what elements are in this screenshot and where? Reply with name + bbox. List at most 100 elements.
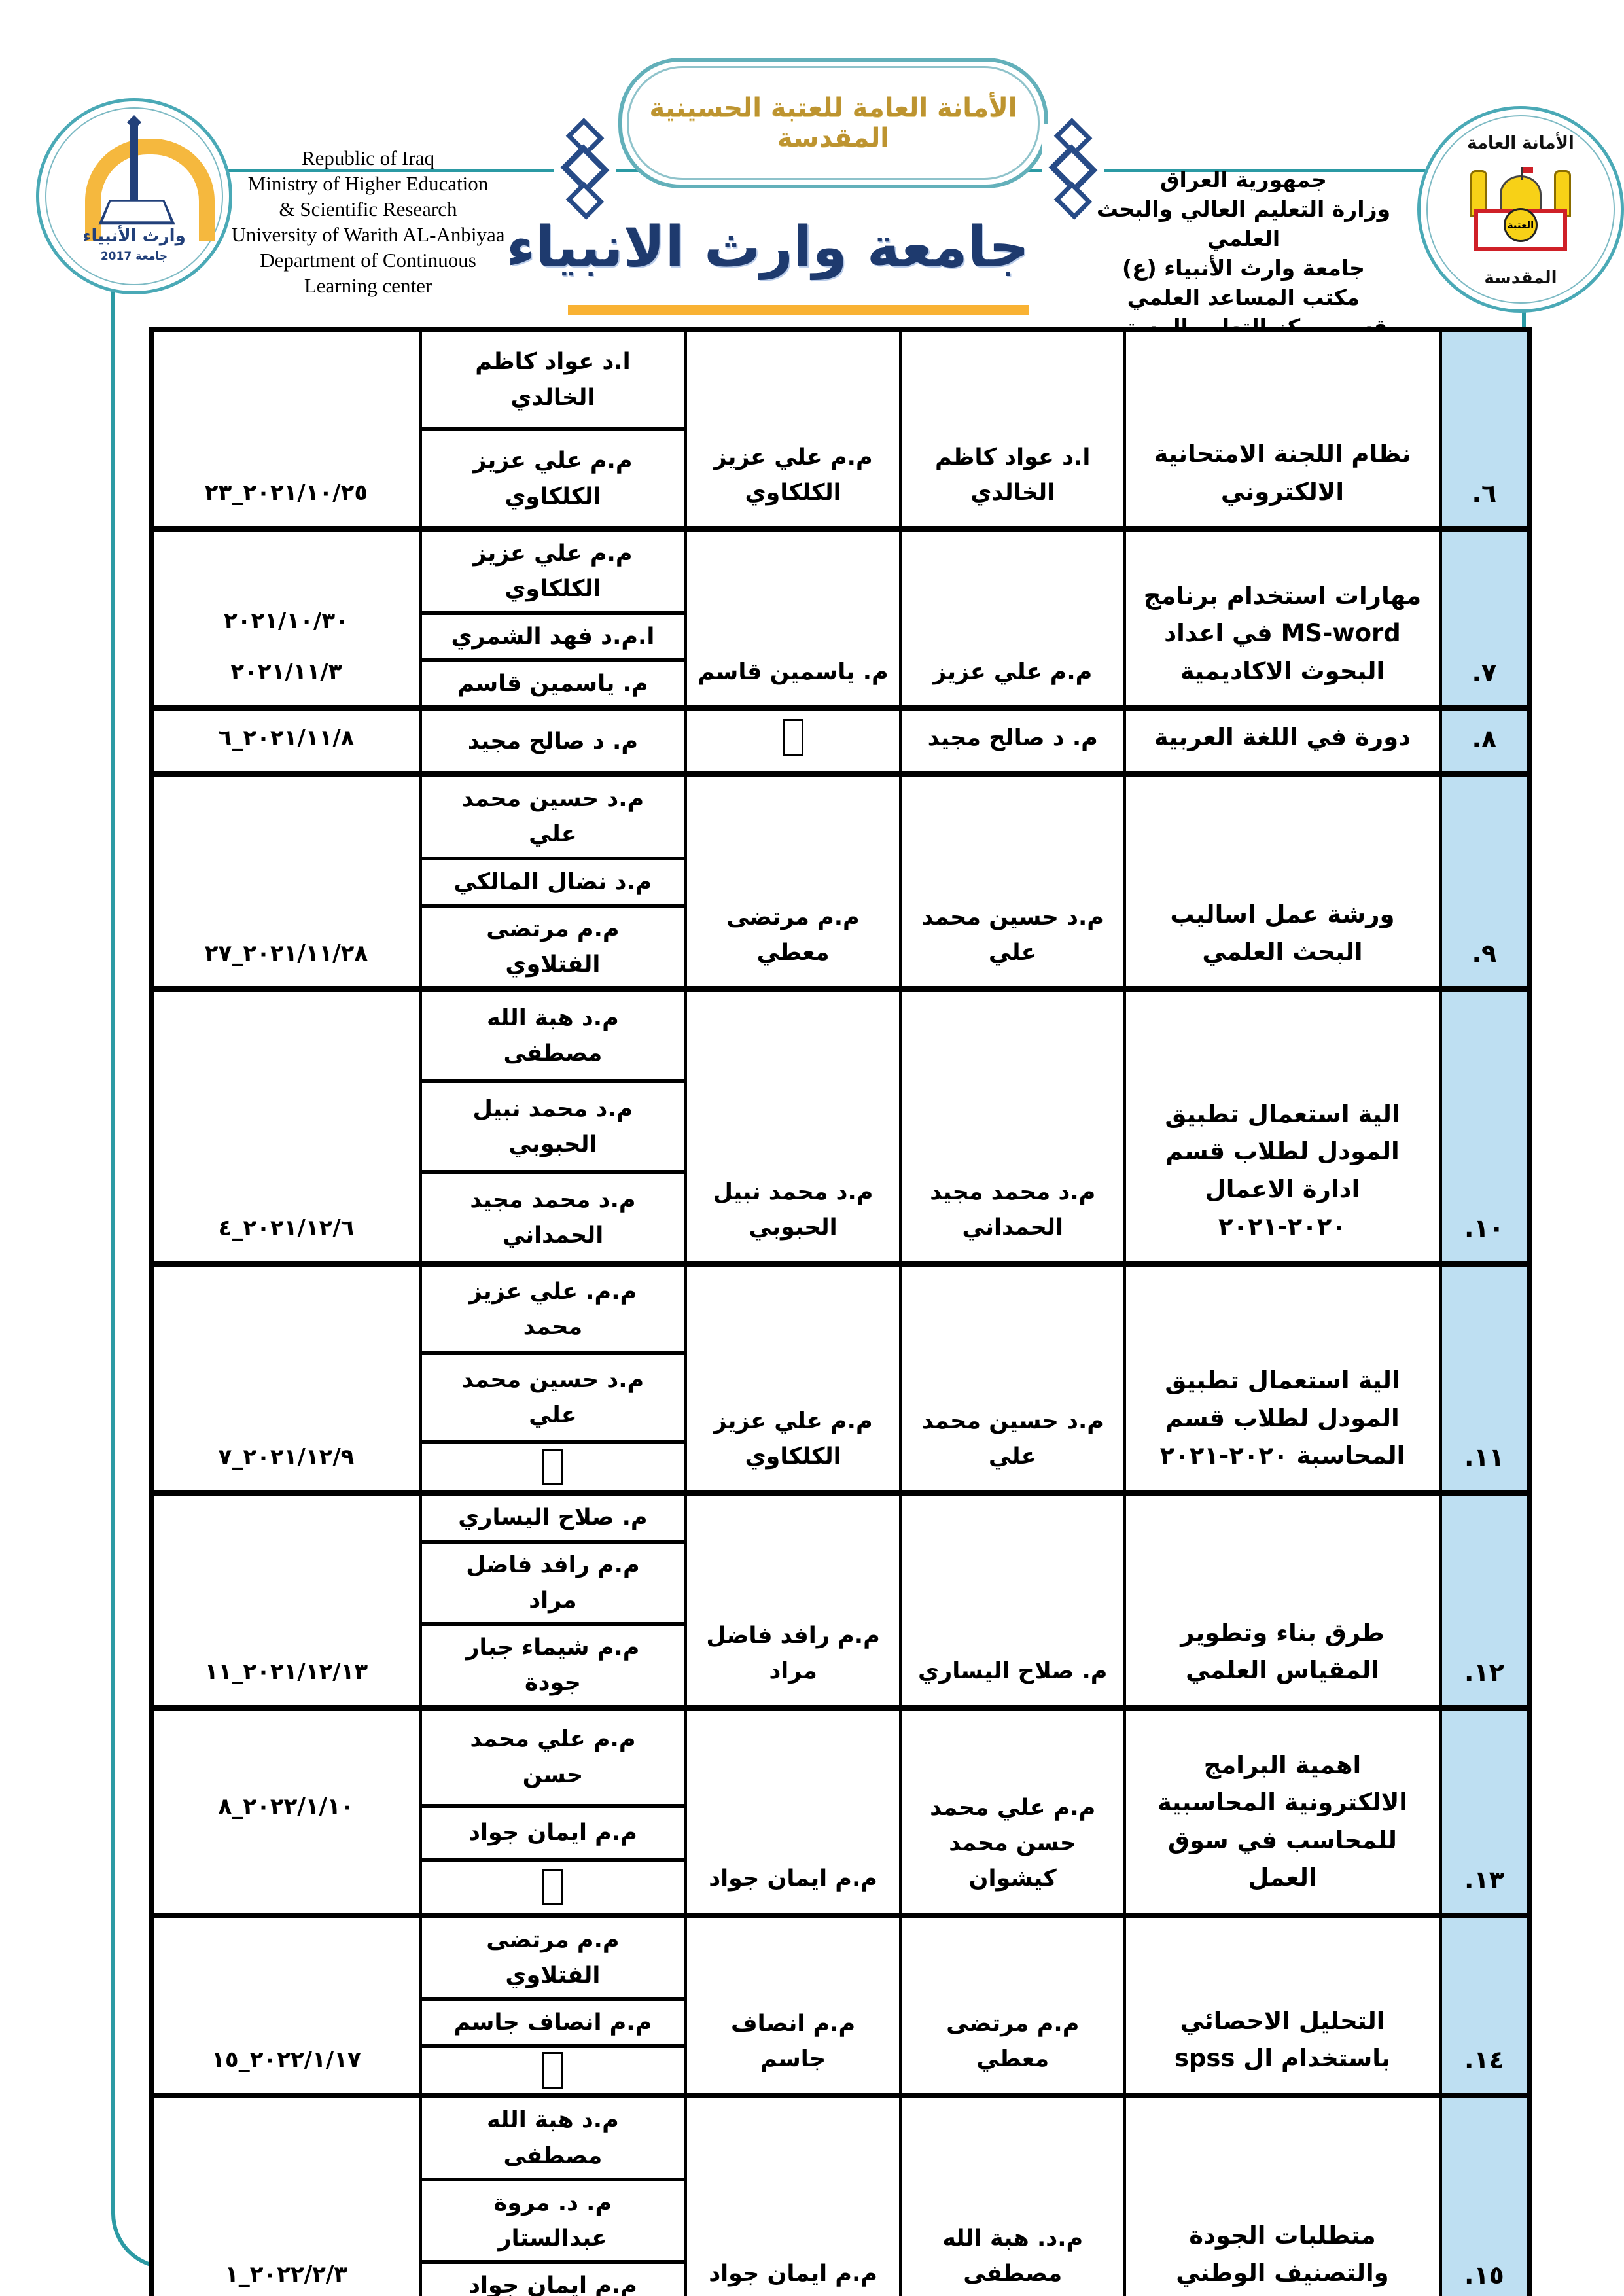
date-value: ٢٠٢١/١١/٢٨_٢٧	[204, 940, 368, 966]
date-cell: ٢٠٢١/١٢/١٣_١١	[154, 1496, 419, 1704]
cell-text: م. صلاح اليساري	[458, 1504, 648, 1531]
cell-text: م.م ايمان جواد	[709, 1865, 877, 1892]
shrine-core-text: العتبة	[1504, 208, 1538, 242]
trainer-cell: م. ياسمين قاسم	[683, 532, 899, 705]
date-value: ٢٠٢١/١٢/١٣_١١	[204, 1658, 368, 1685]
row-number-cell: ٨.	[1438, 711, 1527, 771]
logo-year: جامعة 2017	[100, 250, 168, 263]
participant-subcell: م. د صالح مجيد	[422, 711, 684, 771]
date-cell: ٢٠٢١/١٠/٣٠ ٢٠٢١/١١/٣	[154, 532, 419, 705]
participant-subcell: م.م ايمان جواد	[421, 1803, 684, 1858]
participant-subcell: م. صلاح اليساري	[422, 1496, 684, 1539]
participants-cell: م.م مرتضى الفتلاوي م.م انصاف جاسم	[418, 1918, 684, 2093]
participant-subcell: م.د محمد نبيل الحبوبي	[421, 1079, 684, 1170]
table-row: ٦. نظام اللجنة الامتحانية الالكتروني ا.د ع…	[154, 332, 1527, 526]
row-number-cell: ١١.	[1438, 1267, 1527, 1491]
table-row: ٧. مهارات استخدام برنامج MS-word في اعداد…	[154, 526, 1527, 705]
trainer-cell: م.د محمد نبيل الحبوبي	[683, 992, 899, 1262]
date-value: ٢٠٢١/١٠/٢٥_٢٣	[204, 480, 368, 506]
participants-cell: م.د هبة الله مصطفى م.د محمد نبيل الحبوبي م…	[418, 992, 684, 1262]
courses-table: ٦. نظام اللجنة الامتحانية الالكتروني ا.د ع…	[149, 327, 1532, 2296]
text-line: University of Warith AL-Anbiyaa	[231, 223, 505, 246]
participants-cell: م.م علي عزيز الكلكاوي ا.م.د فهد الشمري م. …	[418, 532, 684, 705]
cell-text: م.د. هبة الله مصطفى	[942, 2225, 1084, 2287]
course-title-cell: الية استعمال تطبيق المودل لطلاب قسم ادار…	[1123, 992, 1439, 1262]
cell-text: م.م علي عزيز الكلكاوي	[713, 444, 873, 506]
text-line: وزارة التعليم العالي والبحث العلمي	[1096, 196, 1391, 251]
participant-subcell: ا.د عواد كاظم الخالدي	[422, 332, 684, 427]
date-cell: ٢٠٢١/١٠/٢٥_٢٣	[154, 332, 419, 526]
participants-cell: م.م علي محمد حسن م.م ايمان جواد	[418, 1710, 684, 1913]
cell-text: م.م مرتضى الفتلاوي	[486, 1926, 620, 1988]
course-title-cell: مهارات استخدام برنامج MS-word في اعداد ا…	[1123, 532, 1439, 705]
cell-text: م.د محمد نبيل الحبوبي	[713, 1178, 874, 1241]
participants-cell: م.د هبة الله مصطفى م. د. مروة عبدالستار م.…	[418, 2098, 684, 2296]
table-row: ٨. دورة في اللغة العربية م. د صالح مجيد م. …	[154, 705, 1527, 771]
participant-subcell: م. ياسمين قاسم	[421, 658, 684, 705]
row-number-cell: ١٣.	[1438, 1710, 1527, 1913]
participant-subcell: م.م. علي عزيز محمد	[422, 1267, 684, 1351]
cell-text: ١٣.	[1464, 1865, 1504, 1894]
row-number-cell: ١٤.	[1438, 1918, 1527, 2093]
cell-text: ١١.	[1464, 1443, 1504, 1472]
participants-cell: م. د صالح مجيد	[418, 711, 684, 771]
date-value: ٢٠٢٢/٢/٣_١	[224, 2261, 348, 2287]
cell-text: م. صلاح اليساري	[918, 1658, 1108, 1685]
course-title-cell: الية استعمال تطبيق المودل لطلاب قسم المح…	[1123, 1267, 1439, 1491]
trainer-cell: م.م رافد فاضل مراد	[683, 1496, 899, 1705]
university-left-logo: وارث الأنبياء جامعة 2017	[36, 98, 232, 294]
cell-text: ا.م.د فهد الشمري	[451, 623, 655, 650]
cell-text: م.م ايمان جواد	[468, 2272, 637, 2296]
lecturer-cell: م. د صالح مجيد	[899, 711, 1123, 771]
lecturer-cell: م.د محمد مجيد الحمداني	[899, 992, 1123, 1262]
cell-text: التحليل الاحصائي باستخدام ال spss	[1174, 2006, 1391, 2072]
participant-subcell: م.م شيماء جبار جودة	[421, 1622, 684, 1705]
date-cell: ٢٠٢١/١٢/٦_٤	[154, 992, 419, 1261]
participant-subcell: م.د نضال المالكي	[421, 856, 684, 904]
participant-subcell: م.م علي عزيز الكلكاوي	[421, 427, 684, 526]
course-title-cell: التحليل الاحصائي باستخدام ال spss	[1123, 1918, 1439, 2093]
trainer-cell: م.م علي عزيز الكلكاوي	[683, 332, 899, 526]
text-line: جامعة وارث الأنبياء (ع)	[1122, 255, 1365, 281]
table-row: ٩. ورشة عمل اساليب البحث العلمي م.د حسين م…	[154, 771, 1527, 987]
cell-text: طرق بناء وتطوير المقياس العلمي	[1180, 1618, 1385, 1685]
english-letterhead: Republic of Iraq Ministry of Higher Educa…	[190, 145, 546, 298]
cell-text: م.م علي محمد حسن محمد كيشوان	[930, 1794, 1096, 1892]
minaret-icon	[130, 124, 138, 222]
cell-text: م.د هبة الله مصطفى	[487, 2107, 619, 2169]
cell-text: ٦.	[1472, 479, 1497, 508]
lecturer-cell: م.د. هبة الله مصطفى	[899, 2098, 1123, 2296]
shrine-logo-bottom-text: المقدسة	[1484, 268, 1557, 288]
row-number-cell: ١٢.	[1438, 1496, 1527, 1705]
date-cell: ٢٠٢٢/١/١٧_١٥	[154, 1918, 419, 2093]
cell-text: ٩.	[1472, 939, 1497, 968]
cell-text: م.م مرتضى معطي	[946, 2010, 1080, 2072]
table-row: ١٢. طرق بناء وتطوير المقياس العلمي م. صلاح…	[154, 1490, 1527, 1705]
table-row: ١٥. متطلبات الجودة والتصنيف الوطني م.د. هب…	[154, 2093, 1527, 2296]
cell-text: اهمية البرامج الالكترونية المحاسبية للمح…	[1157, 1751, 1407, 1892]
date-value: ٢٠٢١/١٠/٣٠	[224, 607, 349, 634]
cell-text: م.م. علي عزيز محمد	[468, 1278, 637, 1340]
participant-subcell: م. د. مروة عبدالستار	[421, 2177, 684, 2261]
cell-text: م.م رافد فاضل مراد	[466, 1551, 640, 1614]
cell-text: الية استعمال تطبيق المودل لطلاب قسم ادار…	[1165, 1099, 1400, 1241]
date-value: ٢٠٢١/١١/٣	[230, 659, 342, 686]
cell-text: دورة في اللغة العربية	[1154, 722, 1411, 751]
participants-cell: م. صلاح اليساري م.م رافد فاضل مراد م.م شيم…	[418, 1496, 684, 1705]
cell-text: م.د حسين محمد علي	[461, 1366, 644, 1429]
cell-text: م. د. مروة عبدالستار	[493, 2189, 612, 2252]
yellow-band	[568, 305, 1029, 315]
cell-text: م. ياسمين قاسم	[697, 658, 889, 685]
date-cell: ٢٠٢١/١١/٢٨_٢٧	[154, 777, 419, 986]
empty-box-glyph	[542, 2052, 563, 2089]
knot-ornament-left	[554, 118, 616, 220]
empty-box-glyph	[542, 1869, 563, 1905]
lecturer-cell: م.د حسين محمد علي	[899, 1267, 1123, 1491]
participant-subcell: ا.م.د فهد الشمري	[421, 610, 684, 658]
cell-text: م.م انصاف جاسم	[453, 2009, 652, 2036]
text-line: جمهورية العراق	[1160, 167, 1327, 192]
knot-ornament-right	[1042, 118, 1104, 220]
participants-cell: م.د حسين محمد علي م.د نضال المالكي م.م مرت…	[418, 777, 684, 987]
date-value: ٢٠٢٢/١/١٧_١٥	[211, 2046, 361, 2073]
